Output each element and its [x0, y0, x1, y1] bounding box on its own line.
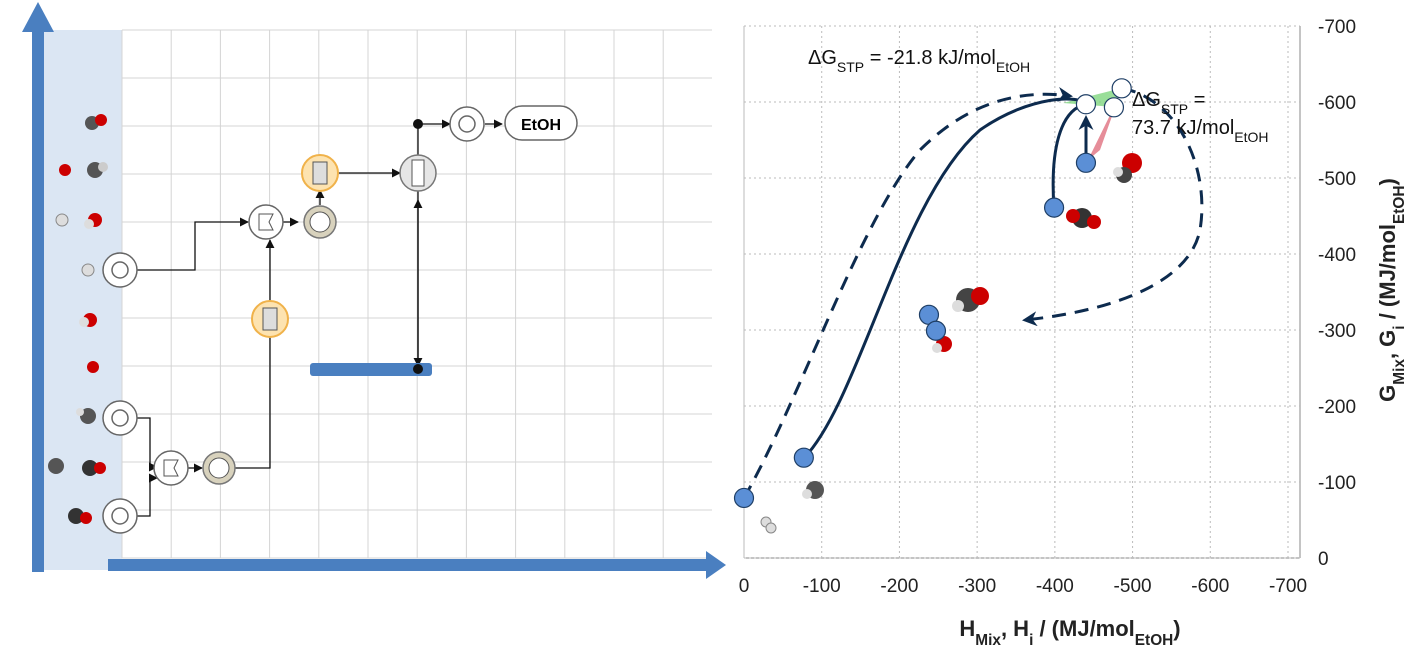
text-part: 73.7 kJ/mol — [1132, 117, 1234, 139]
text-part: EtOH — [1391, 185, 1408, 223]
x-arrow-head — [706, 551, 726, 579]
annotation: 73.7 kJ/molEtOH — [1132, 117, 1269, 145]
text-part: , H — [1001, 616, 1029, 641]
y-tick-label: -300 — [1318, 321, 1356, 342]
decor — [742, 86, 1204, 534]
text-part: i — [1029, 632, 1033, 645]
process-diagram: EtOH — [22, 2, 726, 579]
heat-exchangers — [202, 205, 337, 485]
scatter-chart: HMix, Hi / (MJ/molEtOH) GMix, Gi / (MJ/m… — [733, 17, 1408, 645]
point — [1043, 197, 1065, 218]
x-tick-label: -400 — [1036, 576, 1074, 597]
text-part: STP — [837, 59, 864, 75]
text-part: , G — [1375, 330, 1400, 359]
text-part: Mix — [1391, 359, 1408, 385]
junction — [413, 364, 423, 374]
text-part: ) — [1375, 178, 1400, 185]
x-tick-label: 0 — [739, 576, 750, 597]
x-tick-label: -700 — [1269, 576, 1307, 597]
compressors — [102, 106, 485, 534]
point — [1075, 94, 1097, 115]
grid — [743, 25, 1300, 559]
reactors — [251, 154, 339, 338]
y-tick-label: -400 — [1318, 245, 1356, 266]
x-tick-label: -200 — [880, 576, 918, 597]
text-part: ΔG — [1132, 89, 1161, 111]
mixers — [153, 204, 284, 486]
recycle-bar — [310, 363, 432, 376]
annotation: ΔGSTP = -21.8 kJ/molEtOH — [808, 47, 1030, 75]
x-tick-label: -300 — [958, 576, 996, 597]
point — [1075, 152, 1097, 173]
x-tick-label: -500 — [1114, 576, 1152, 597]
text-part: EtOH — [1234, 129, 1268, 145]
y-tick-label: -500 — [1318, 169, 1356, 190]
text-part: = -21.8 kJ/mol — [864, 47, 996, 69]
text-part: STP — [1161, 101, 1188, 117]
text-part: / (MJ/mol — [1375, 224, 1400, 325]
text-part: = — [1188, 89, 1205, 111]
y-tick-label: -200 — [1318, 397, 1356, 418]
x-tick-label: -100 — [803, 576, 841, 597]
text-part: H — [959, 616, 975, 641]
y-tick-label: -100 — [1318, 473, 1356, 494]
text-part: ) — [1173, 616, 1180, 641]
flow-lines — [137, 119, 503, 517]
point — [1111, 78, 1132, 99]
text-part: i — [1391, 325, 1408, 329]
x-tick-label: -600 — [1191, 576, 1229, 597]
product-label: EtOH — [521, 117, 561, 134]
junction — [413, 119, 423, 129]
annotation: ΔGSTP = — [1132, 89, 1205, 117]
y-tick-label: -600 — [1318, 93, 1356, 114]
text-part: G — [1375, 385, 1400, 402]
point — [925, 320, 947, 341]
column-body — [411, 159, 425, 187]
y-tick-label: 0 — [1318, 549, 1329, 570]
text-part: ΔG — [808, 47, 837, 69]
text-part: / (MJ/mol — [1033, 616, 1134, 641]
y-axis-title: GMix, Gi / (MJ/molEtOH) — [1375, 178, 1408, 402]
point — [793, 447, 814, 468]
diagram-grid — [121, 29, 712, 559]
text-part: Mix — [975, 632, 1001, 645]
point — [1103, 97, 1125, 118]
molecule-icons — [48, 114, 108, 524]
text-part: EtOH — [1135, 632, 1173, 645]
x-axis-title: HMix, Hi / (MJ/molEtOH) — [959, 616, 1180, 645]
y-arrow-head — [22, 2, 54, 32]
y-tick-label: -700 — [1318, 17, 1356, 38]
point — [733, 487, 755, 509]
text-part: EtOH — [996, 59, 1030, 75]
feed-band — [38, 30, 122, 570]
product-tank — [504, 105, 578, 141]
